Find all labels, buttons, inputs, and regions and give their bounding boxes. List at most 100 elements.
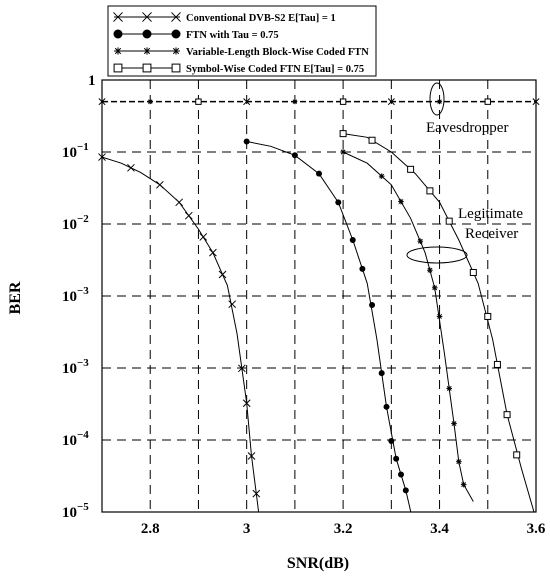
marker-stroke xyxy=(461,482,467,488)
marker-square xyxy=(426,187,434,195)
curve-series-1 xyxy=(102,156,260,512)
marker-stroke xyxy=(209,248,217,257)
marker-dot xyxy=(113,29,123,39)
marker-star xyxy=(446,385,452,392)
curve-series-3 xyxy=(342,151,474,502)
marker-x xyxy=(171,12,181,22)
annotations: Eavesdropper Legitimate Receiver xyxy=(406,82,523,264)
legend-label: FTN with Tau = 0.75 xyxy=(186,30,279,41)
marker-dot xyxy=(383,403,390,410)
marker-dot xyxy=(369,301,376,308)
legend-box xyxy=(107,5,377,77)
marker-stroke xyxy=(247,452,256,460)
marker-stroke xyxy=(172,47,180,55)
marker-square xyxy=(195,98,202,105)
marker-stroke xyxy=(228,300,237,309)
y-tick-labels: 1 10−1 10−2 10−3 10−3 10−4 10−5 xyxy=(62,73,96,521)
plot-frame xyxy=(101,79,537,513)
marker-square xyxy=(339,130,347,138)
marker-stroke xyxy=(432,285,438,291)
marker-star xyxy=(451,420,457,427)
marker-stroke xyxy=(199,233,208,241)
marker-x xyxy=(247,452,256,460)
marker-stroke xyxy=(340,149,346,155)
marker-stroke xyxy=(379,173,385,179)
legend-label: Variable-Length Block-Wise Coded FTN xyxy=(186,47,369,58)
curve-markers xyxy=(98,98,540,498)
marker-square xyxy=(503,411,511,419)
marker-star xyxy=(147,99,153,105)
legitimate-label-line1: Legitimate xyxy=(458,206,523,222)
marker-star xyxy=(114,47,122,55)
marker-stroke xyxy=(437,99,442,104)
marker-dot xyxy=(359,265,366,272)
marker-star xyxy=(143,47,151,55)
marker-x xyxy=(242,399,251,408)
x-tick-label: 3 xyxy=(243,521,251,537)
marker-dot xyxy=(378,370,385,377)
marker-x xyxy=(252,489,261,498)
marker-star xyxy=(340,149,346,155)
marker-stroke xyxy=(243,98,251,106)
x-tick-label: 2.8 xyxy=(141,521,160,537)
marker-stroke xyxy=(451,421,457,427)
marker-stroke xyxy=(237,364,246,373)
x-tick-labels: 2.8 3 3.2 3.4 3.6 xyxy=(141,521,546,537)
marker-stroke xyxy=(446,385,452,391)
marker-square xyxy=(142,63,152,73)
marker-dot xyxy=(402,487,409,494)
marker-dot xyxy=(335,199,342,206)
marker-x xyxy=(199,233,208,241)
legend-label: Conventional DVB-S2 E[Tau] = 1 xyxy=(186,13,336,24)
marker-stroke xyxy=(437,313,443,319)
marker-stroke xyxy=(252,489,261,498)
marker-star xyxy=(427,267,433,274)
x-tick-label: 3.2 xyxy=(334,521,353,537)
marker-stroke xyxy=(417,238,423,244)
marker-star xyxy=(431,284,438,291)
marker-x xyxy=(209,248,217,257)
marker-square xyxy=(171,63,181,73)
x-axis-label: SNR(dB) xyxy=(287,555,349,572)
marker-dot xyxy=(397,471,404,478)
marker-star xyxy=(456,458,462,465)
grid-lines xyxy=(102,80,536,512)
eavesdropper-label: Eavesdropper xyxy=(426,120,508,136)
y-tick-label: 1 xyxy=(88,73,96,89)
marker-x xyxy=(243,98,251,106)
legitimate-receiver-ellipse xyxy=(406,246,468,264)
x-tick-label: 3.6 xyxy=(527,521,546,537)
marker-square xyxy=(493,360,501,368)
y-tick-label: 10−3 xyxy=(62,357,89,377)
marker-square xyxy=(368,136,376,144)
marker-x xyxy=(175,198,184,207)
y-axis-label: BER xyxy=(7,281,24,314)
marker-dot xyxy=(291,152,298,159)
marker-stroke xyxy=(387,98,395,106)
marker-star xyxy=(398,198,404,205)
marker-stroke xyxy=(456,459,462,465)
marker-stroke xyxy=(113,12,123,22)
x-tick-label: 3.4 xyxy=(430,521,449,537)
marker-stroke xyxy=(218,270,227,279)
marker-x xyxy=(218,270,227,279)
marker-dot xyxy=(349,236,356,243)
marker-stroke xyxy=(171,12,181,22)
marker-x xyxy=(228,300,237,309)
marker-star xyxy=(172,47,180,55)
marker-stroke xyxy=(114,47,122,55)
marker-square xyxy=(484,98,491,105)
y-tick-label: 10−4 xyxy=(62,429,89,449)
marker-square xyxy=(445,217,453,225)
marker-square xyxy=(407,165,415,173)
curve-series-4 xyxy=(343,133,535,512)
marker-star xyxy=(460,481,467,488)
marker-square xyxy=(513,451,521,459)
marker-x xyxy=(156,180,164,189)
marker-dot xyxy=(316,170,322,177)
marker-stroke xyxy=(427,267,433,273)
marker-dot xyxy=(243,138,250,145)
curve-series-2 xyxy=(246,141,412,512)
marker-star xyxy=(378,173,385,179)
marker-star xyxy=(436,313,443,320)
